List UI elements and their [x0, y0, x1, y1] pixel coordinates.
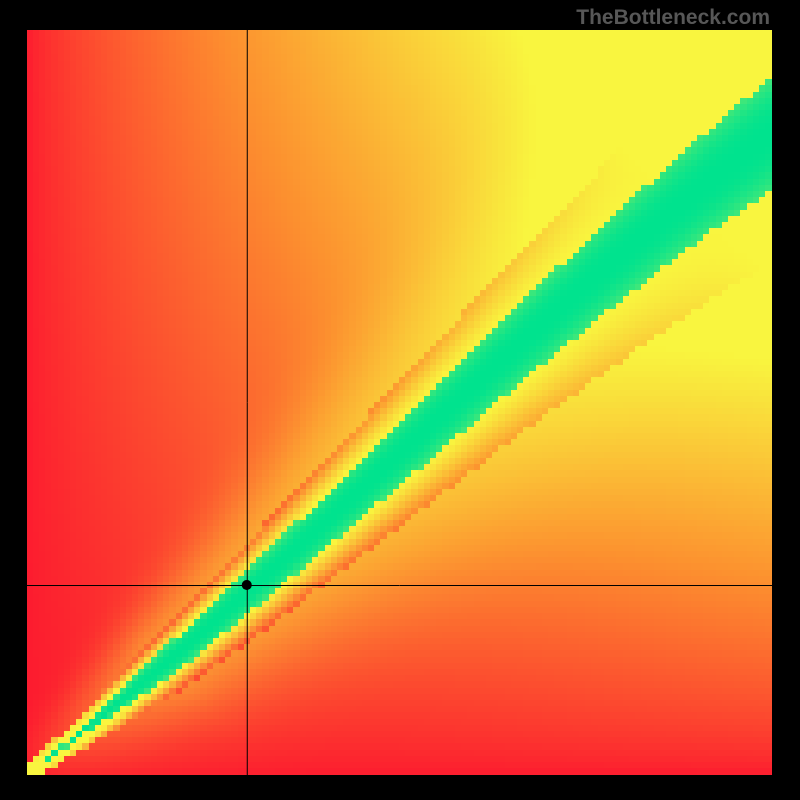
heatmap-canvas [27, 30, 772, 775]
watermark-text: TheBottleneck.com [576, 6, 770, 30]
heatmap-plot [27, 30, 772, 775]
chart-container: TheBottleneck.com [0, 0, 800, 800]
